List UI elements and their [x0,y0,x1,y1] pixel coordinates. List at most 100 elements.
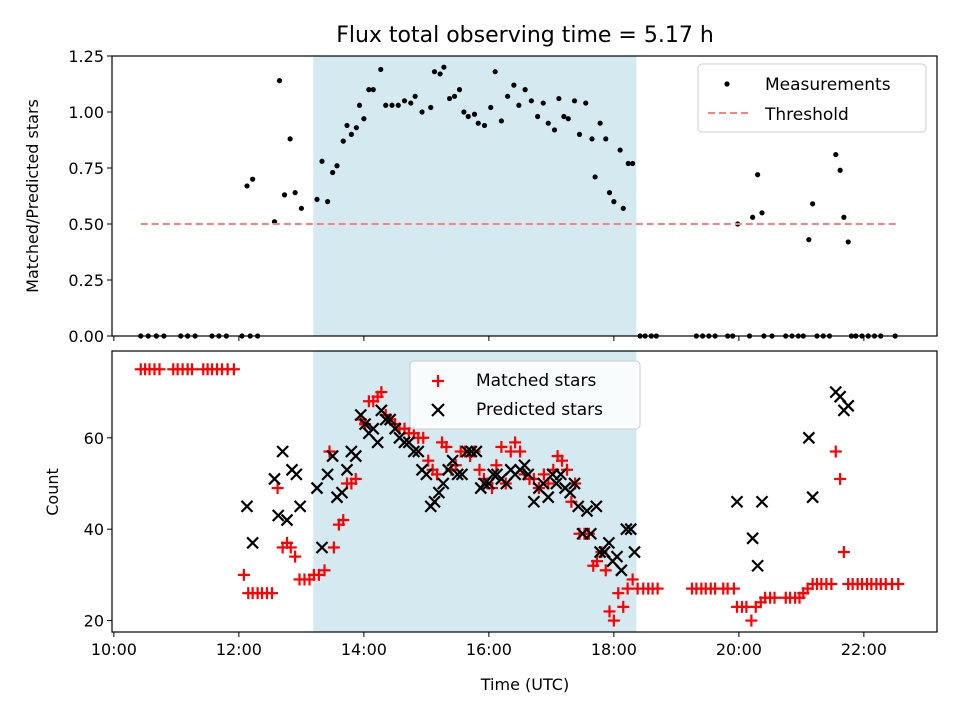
measurement-point [606,190,613,196]
measurement-point [408,100,414,106]
measurement-point [330,169,336,176]
matched-star-point [509,436,522,449]
bottom-panel: 20 40 60 10:00 12:00 14:00 16:00 18:00 20:00 22:… [43,350,938,694]
measurement-point [522,87,528,93]
predicted-star-point [580,504,594,518]
matched-star-point [514,445,527,458]
measurement-point [492,69,498,75]
measurement-point [571,98,578,104]
predicted-star-point [802,431,816,445]
predicted-star-point [584,527,598,541]
measurement-point [361,116,367,122]
predicted-star-point [280,513,294,527]
matched-star-point [431,468,443,481]
measurement-point [344,122,350,129]
top-panel: 0.00 0.25 0.50 0.75 1.00 1.25 Matched/Predict… [23,47,938,346]
measurement-point [488,104,494,111]
measurement-point [603,136,609,142]
measurement-point [583,100,589,106]
matched-star-point [186,363,198,376]
measurement-point [401,98,408,104]
predicted-star-point [590,500,603,513]
predicted-star-point [411,445,425,458]
measurement-point [837,167,843,173]
predicted-star-point [465,445,478,458]
y-tick-label: 20 [84,612,104,631]
measurement-point [334,163,340,169]
predicted-star-point [841,399,855,413]
bottom-legend: Matched stars Predicted stars [409,360,641,430]
matched-star-point [745,614,758,627]
matched-star-point [490,459,503,472]
matched-star-point [834,472,847,485]
measurement-point [845,239,851,245]
y-tick-label: 60 [84,429,104,448]
matched-star-point [603,605,616,618]
predicted-star-point [379,413,393,426]
measurement-point [481,122,488,129]
predicted-star-point [521,468,535,481]
predicted-star-point [402,436,416,449]
predicted-star-point [746,532,759,545]
predicted-star-point [624,522,638,536]
predicted-star-point [293,500,307,513]
measurement-point [556,95,562,102]
measurement-point [348,131,354,137]
measurement-point [528,98,534,104]
predicted-star-point [428,495,441,509]
measurement-point [451,93,458,99]
predicted-star-point [335,486,349,499]
matched-star-point [440,440,453,453]
matched-star-point [473,463,486,476]
matched-star-point [892,578,905,591]
predicted-star-point [755,495,769,509]
predicted-star-point [602,536,616,550]
bottom-y-ticks: 20 40 60 [84,429,112,631]
x-tick-label: 14:00 [341,640,387,659]
predicted-star-point [240,500,254,513]
matched-star-point [284,541,297,554]
top-y-ticks: 0.00 0.25 0.50 0.75 1.00 1.25 [68,47,112,346]
bottom-x-ticks: 10:00 12:00 14:00 16:00 18:00 20:00 22:00 [91,632,887,659]
matched-star-point [599,564,612,577]
y-tick-label: 0.00 [68,327,104,346]
predicted-star-point [446,454,459,467]
measurement-point [625,160,631,167]
measurement-point [750,214,756,220]
measurement-point [810,201,816,207]
figure-title: Flux total observing time = 5.17 h [336,23,714,48]
measurement-point [314,196,320,202]
matched-star-point [271,482,284,495]
matched-star-point [617,600,630,613]
predicted-star-point [751,559,764,573]
legend-measurements-label: Measurements [765,75,891,95]
x-tick-label: 22:00 [841,640,887,659]
measurement-point [755,172,761,178]
matched-star-point [591,555,603,568]
measurement-point [292,190,298,196]
y-tick-label: 0.75 [68,159,104,178]
measurement-point [446,95,453,102]
matched-star-point [237,568,250,581]
measurement-point [244,183,250,189]
predicted-star-point [383,413,397,426]
measurement-point [412,93,418,99]
predicted-star-point [271,509,285,522]
predicted-star-point [451,468,464,481]
matched-star-point [349,472,362,485]
measurement-point [589,136,595,142]
matched-star-point [153,363,166,376]
measurement-point [319,158,325,164]
measurement-point [366,87,372,93]
measurement-point [535,113,541,120]
predicted-star-point [628,545,641,559]
measurement-point [378,66,384,73]
measurement-point [620,205,626,211]
matched-star-point [582,527,595,540]
x-tick-label: 18:00 [591,640,637,659]
measurement-point [833,151,839,158]
predicted-star-point [620,522,633,536]
predicted-star-point [321,468,334,481]
measurement-point [576,131,583,137]
